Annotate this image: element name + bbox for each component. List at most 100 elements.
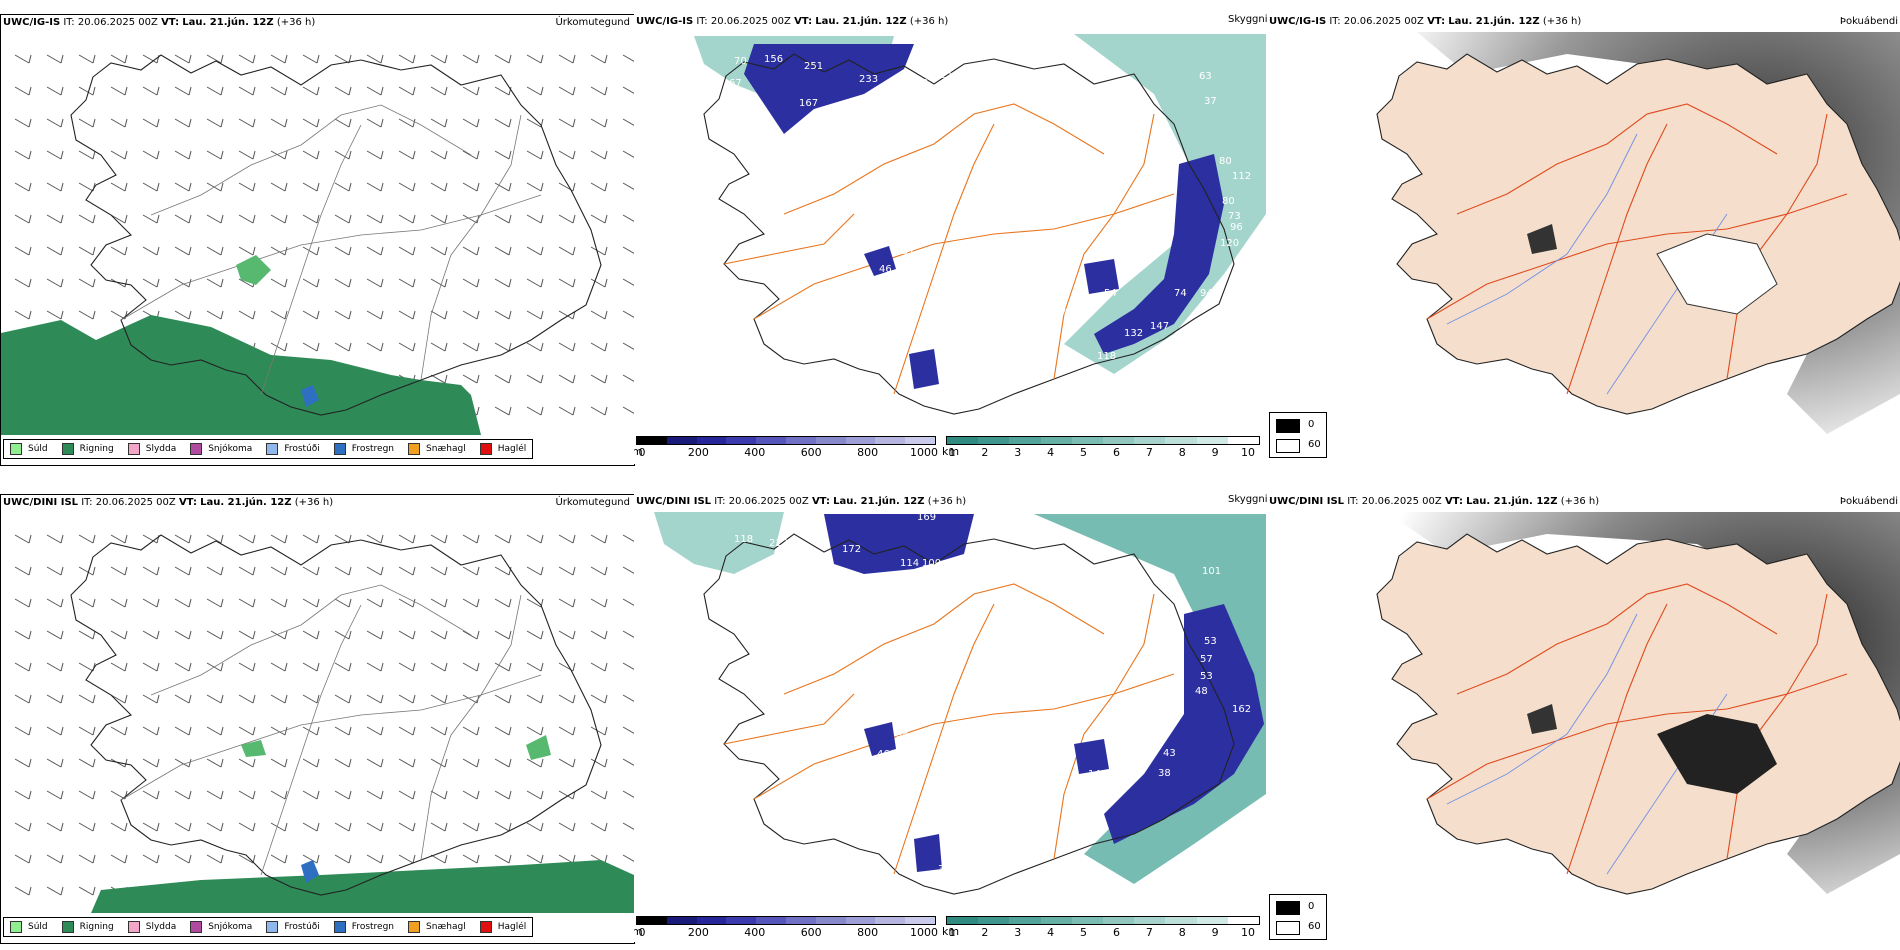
wind-barb: [398, 246, 416, 256]
wind-barb: [558, 374, 576, 384]
wind-barb: [622, 566, 634, 574]
cloud-patch: [909, 349, 939, 389]
wind-barb: [206, 278, 224, 288]
legend-item-rigning: Rigning: [61, 921, 114, 933]
colorbar-tick: 2: [981, 446, 989, 459]
wind-barb: [462, 790, 480, 800]
vt-label: VT:: [811, 496, 830, 507]
wind-barb: [78, 598, 96, 608]
wind-barb: [462, 598, 480, 608]
wind-barb: [494, 278, 512, 288]
wind-barb: [174, 150, 192, 160]
legend-item-frostúði: Frostúði: [266, 443, 320, 455]
wind-barb: [14, 310, 32, 320]
wind-barb: [46, 214, 64, 224]
wind-barb: [462, 566, 480, 576]
wind-barb: [14, 726, 32, 736]
wind-barb: [590, 182, 608, 192]
wind-barb: [590, 278, 608, 288]
wind-barb: [334, 150, 352, 160]
wind-barb: [46, 790, 64, 800]
wind-barb: [174, 214, 192, 224]
wind-barb: [494, 182, 512, 192]
wind-barb: [398, 758, 416, 768]
cloud-base-label: 120: [1220, 238, 1239, 249]
wind-barb: [462, 342, 480, 352]
visibility-colorbar: 1 2 3 4 5 6 7 8 9 10 km: [942, 436, 1260, 459]
wind-barb: [526, 598, 544, 608]
cloud-base-label: 202: [814, 116, 833, 127]
wind-barb: [142, 214, 160, 224]
it-value: 20.06.2025 00Z: [1361, 496, 1442, 507]
wind-barb: [14, 54, 32, 64]
wind-barb: [46, 726, 64, 736]
wind-barb: [430, 246, 448, 256]
iceland-outline: [703, 53, 1235, 415]
wind-barb: [430, 694, 448, 704]
wind-barb: [174, 854, 192, 864]
colorbar-tick: 8: [1178, 926, 1186, 939]
wind-barb: [462, 662, 480, 672]
wind-barb: [174, 118, 192, 128]
wind-barb: [270, 694, 288, 704]
cloud-base-label: 167: [799, 98, 818, 109]
wind-barb: [334, 758, 352, 768]
cloud-base-label: 251: [804, 61, 823, 72]
legend-item-slydda: Slydda: [127, 443, 177, 455]
wind-barb: [174, 246, 192, 256]
cloud-base-colorbar: 0 200 400 600 800 1000 m: [634, 436, 938, 459]
wind-barb: [110, 278, 128, 288]
wind-barb: [46, 886, 64, 896]
wind-barb: [366, 694, 384, 704]
wind-barb: [622, 598, 634, 606]
legend-label: Frostúði: [284, 922, 320, 932]
wind-barb: [430, 54, 448, 64]
wind-barb: [558, 246, 576, 256]
wind-barb: [14, 278, 32, 288]
wind-barb: [558, 310, 576, 320]
precip-type-panel-1: UWC/IG-IS IT: 20.06.2025 00Z VT: Lau. 21…: [0, 14, 635, 466]
wind-barb: [398, 662, 416, 672]
cloud-base-east: [1094, 154, 1224, 354]
wind-barb: [622, 278, 634, 286]
wind-barb: [462, 182, 480, 192]
model-name: UWC/DINI ISL: [636, 496, 712, 507]
legend-label: Snjókoma: [208, 444, 253, 454]
wind-barb: [334, 790, 352, 800]
legend-swatch: [479, 443, 492, 455]
wind-barb: [398, 342, 416, 352]
it-label: IT:: [63, 17, 75, 28]
wind-barb: [270, 598, 288, 608]
visibility-area: [1064, 34, 1266, 374]
wind-barb: [46, 86, 64, 96]
wind-barb: [334, 566, 352, 576]
wind-barb: [366, 54, 384, 64]
wind-barb: [398, 630, 416, 640]
wind-barb: [494, 214, 512, 224]
wind-barb: [430, 662, 448, 672]
legend-swatch: [333, 443, 346, 455]
wind-barb: [110, 150, 128, 160]
wind-barb: [334, 310, 352, 320]
wind-barb: [494, 598, 512, 608]
wind-barb: [270, 214, 288, 224]
wind-barb: [46, 150, 64, 160]
wind-barb: [526, 342, 544, 352]
wind-barb: [206, 566, 224, 576]
wind-barb: [526, 118, 544, 128]
wind-barb: [558, 822, 576, 832]
wind-barb: [174, 630, 192, 640]
iceland-land: [1376, 53, 1900, 415]
cloud-base-label: 114: [900, 558, 919, 569]
wind-barb: [206, 246, 224, 256]
precip-legend: Súld Rigning Slydda Snjókoma Frostúði Frostre…: [3, 439, 534, 459]
colorbar-unit: m: [634, 445, 643, 458]
wind-barb: [366, 598, 384, 608]
vt-value: Lau. 21.jún. 12Z: [182, 17, 274, 28]
wind-barb: [398, 854, 416, 864]
wind-barb: [622, 726, 634, 734]
cloud-base-area: [744, 44, 914, 134]
wind-barb: [142, 278, 160, 288]
wind-barb: [78, 758, 96, 768]
legend-label: Slydda: [145, 444, 177, 454]
